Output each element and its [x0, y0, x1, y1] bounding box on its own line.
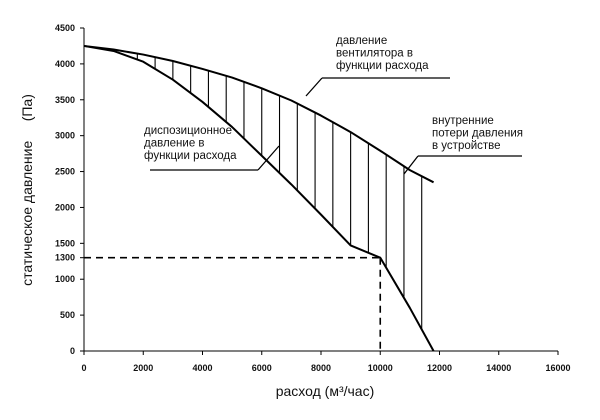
x-tick-label: 0: [81, 363, 86, 373]
x-tick-label: 4000: [192, 363, 212, 373]
annotation-line: диспозиционное: [144, 125, 232, 137]
x-tick-label: 14000: [486, 363, 511, 373]
annotation-line: в устройстве: [432, 140, 501, 152]
annotation-text: внутренние потери давления в устройстве: [432, 115, 523, 152]
y-tick-label: 4000: [55, 59, 75, 69]
annotation-line: давление в: [144, 138, 205, 150]
annotation-line: давление: [336, 35, 387, 47]
axes: 0 2000 4000 6000 8000 10000 12000 14000 16000 0 50…: [55, 23, 571, 373]
x-tick-label: 16000: [545, 363, 570, 373]
annotation-leader: [305, 77, 323, 97]
annotation-leader: [403, 155, 419, 175]
annotation-line: вентилятора в: [336, 48, 413, 60]
operating-point-guides: [84, 256, 382, 351]
annotation-line: функции расхода: [144, 150, 237, 162]
x-tick-label: 6000: [252, 363, 272, 373]
y-tick-label: 0: [70, 346, 75, 356]
annotation-text: диспозиционное давление в функции расхода: [144, 125, 237, 162]
annotation-leader: [257, 145, 280, 171]
x-axis-title: расход (м³/час): [276, 383, 375, 399]
y-tick-label: 4500: [55, 23, 75, 33]
x-tick-label: 8000: [311, 363, 331, 373]
y-tick-label: 1000: [55, 274, 75, 284]
y-tick-label: 500: [60, 310, 75, 320]
y-tick-label: 3000: [55, 131, 75, 141]
y-tick-label: 3500: [55, 95, 75, 105]
annotation-line: потери давления: [432, 128, 523, 140]
curves: [83, 44, 435, 352]
y-tick-label: 2000: [55, 202, 75, 212]
available-pressure-curve: [83, 44, 435, 352]
y-tick-label: 1500: [55, 238, 75, 248]
x-tick-label: 10000: [368, 363, 393, 373]
y-tick-label: 2500: [55, 167, 75, 177]
annotation-line: функции расхода: [336, 60, 429, 72]
x-tick-label: 2000: [133, 363, 153, 373]
annotation-line: внутренние: [432, 115, 494, 127]
annotation-text: давление вентилятора в функции расхода: [336, 35, 429, 72]
annotations: давление вентилятора в функции расходадисп…: [144, 35, 523, 175]
fan-pressure-curve: [83, 44, 435, 184]
y-axis-title: статическое давление (Па): [19, 94, 35, 286]
y-tick-label: 1300: [55, 253, 75, 263]
x-tick-label: 12000: [427, 363, 452, 373]
hatch-region: [136, 53, 423, 330]
